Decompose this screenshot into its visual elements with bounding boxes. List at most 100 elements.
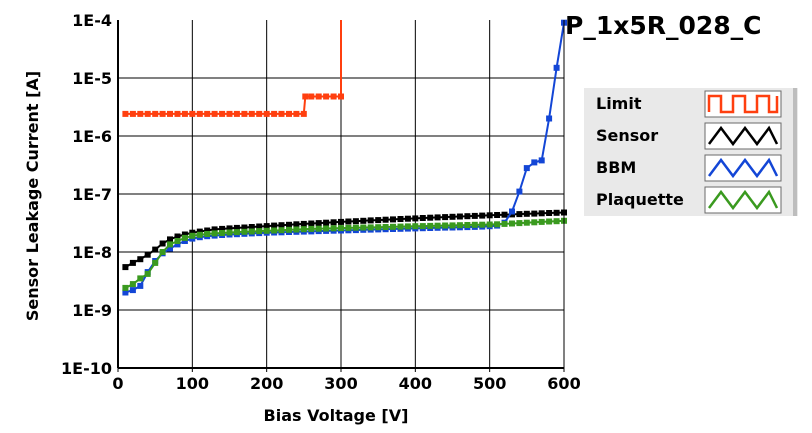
data-point [509,208,515,215]
data-point [345,218,352,225]
data-point [323,225,330,232]
data-point [352,224,359,231]
data-point [442,222,449,229]
y-tick-label: 1E-4 [72,11,112,30]
data-point [538,218,545,225]
data-point [241,228,248,235]
data-point [464,213,471,220]
data-point [211,230,218,237]
data-point [241,110,248,117]
data-point [159,110,166,117]
data-point [122,264,129,271]
data-point [300,110,307,117]
legend-label-sensor: Sensor [596,126,658,145]
data-point [449,213,456,220]
data-point [419,215,426,221]
data-point [204,231,211,237]
y-tick-label: 1E-10 [61,359,112,378]
data-point [167,241,173,248]
data-point [419,223,426,230]
data-point [167,245,173,252]
data-point [390,216,396,223]
x-tick-label: 400 [399,374,432,393]
data-point [538,210,545,217]
data-point [152,246,159,253]
data-point [293,110,300,117]
data-point [286,226,292,233]
data-point [189,232,196,239]
data-point [471,212,478,219]
data-point [256,223,263,230]
data-point [546,115,553,122]
data-point [523,219,530,226]
data-point [204,110,211,117]
data-point [330,225,337,232]
legend-label-bbm: BBM [596,158,636,177]
x-tick-label: 0 [112,374,123,393]
data-point [315,225,322,232]
triangle-wave-icon [708,125,779,147]
data-point [479,212,486,219]
data-point [367,217,374,224]
data-point [144,251,151,258]
data-point [315,220,322,227]
chart-title: P_1x5R_028_C [565,11,762,40]
data-point [330,93,337,100]
y-tick-label: 1E-8 [72,243,112,262]
data-point [382,224,389,230]
data-point [286,221,292,228]
data-point [308,225,315,232]
data-point [293,226,300,233]
data-point [181,110,188,117]
data-point [159,249,166,255]
square-wave-icon [707,94,779,114]
data-point [300,220,307,227]
y-axis-label: Sensor Leakage Current [A] [23,71,42,321]
data-point [315,93,322,100]
y-tick-label: 1E-5 [72,69,112,88]
data-point [263,110,270,117]
data-point [122,284,129,291]
data-point [345,224,352,231]
data-point [219,230,226,236]
data-point [501,211,508,218]
data-point [427,222,434,229]
data-point [144,270,151,277]
data-point [449,222,456,229]
data-point [479,221,486,228]
data-point [501,220,508,227]
data-point [233,229,240,236]
data-point [494,212,501,218]
data-point [360,224,367,231]
data-point [144,110,151,117]
data-point [196,228,203,235]
grid [118,20,564,368]
data-point [278,227,285,234]
data-point [211,226,218,233]
data-point [360,217,367,224]
data-point [338,225,344,232]
data-point [464,222,471,228]
data-point [271,222,278,229]
series-sensor [122,209,567,271]
data-point [189,110,196,117]
data-point [233,110,240,117]
data-point [471,221,478,228]
data-point [167,110,173,117]
data-point [531,219,538,226]
data-point [352,218,359,225]
data-point [375,224,382,231]
data-point [263,227,270,234]
data-point [129,281,136,288]
data-point [523,210,530,217]
data-point [248,228,255,235]
data-point [174,241,181,248]
y-axis-ticks: 1E-10 1E-9 1E-8 1E-7 1E-6 1E-5 1E-4 [61,11,112,378]
data-point [271,227,278,234]
data-point [412,223,419,230]
data-point [531,159,538,166]
series-limit [122,20,344,117]
series-layer [122,19,567,296]
data-point [129,259,136,266]
